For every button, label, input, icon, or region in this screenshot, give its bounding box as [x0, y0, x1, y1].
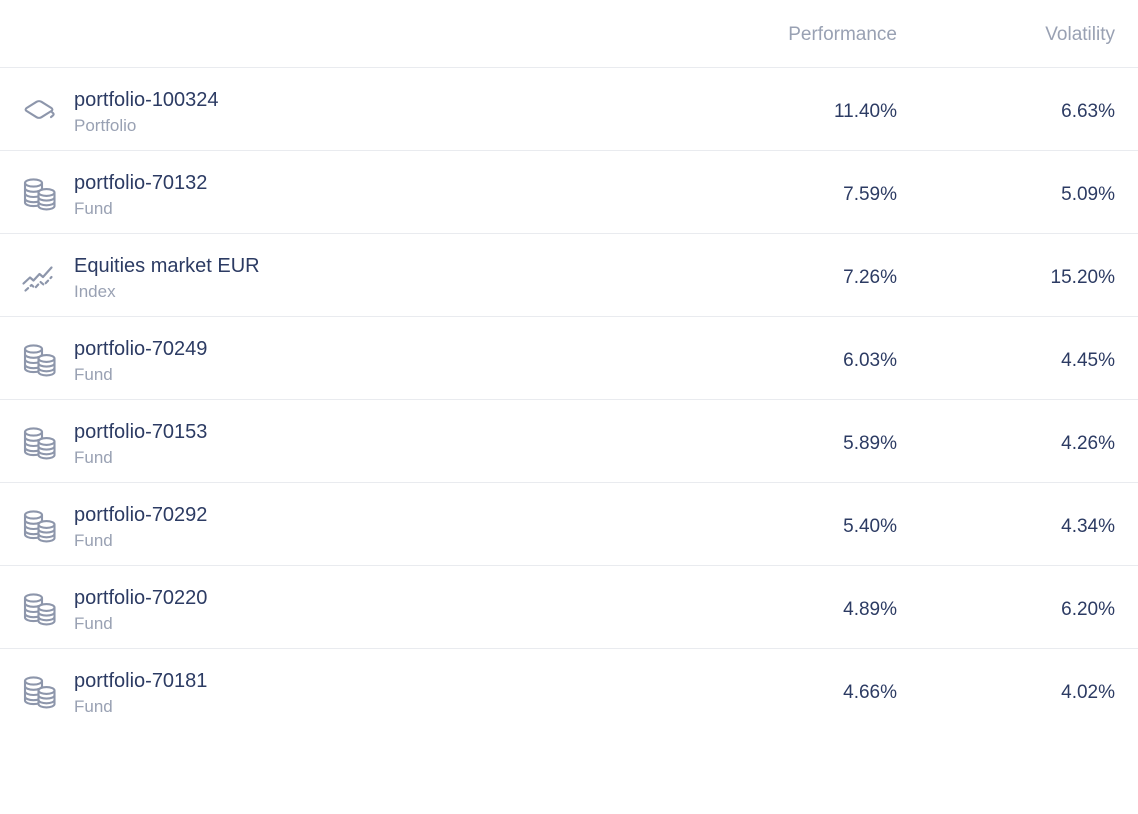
- volatility-value: 4.26%: [1061, 433, 1115, 454]
- table-row[interactable]: portfolio-70153 Fund 5.89% 4.26%: [0, 399, 1138, 482]
- table-row[interactable]: portfolio-70132 Fund 7.59% 5.09%: [0, 150, 1138, 233]
- table-header: Performance Volatility: [0, 0, 1138, 67]
- fund-coins-icon: [20, 341, 60, 381]
- instrument-type: Fund: [74, 365, 113, 384]
- table-row[interactable]: portfolio-70181 Fund 4.66% 4.02%: [0, 648, 1138, 731]
- instrument-cell: portfolio-70181 Fund: [0, 668, 657, 718]
- instrument-name: portfolio-70153: [74, 421, 208, 443]
- instrument-name: Equities market EUR: [74, 255, 260, 277]
- performance-value: 6.03%: [843, 350, 897, 371]
- fund-coins-icon: [20, 175, 60, 215]
- instrument-name: portfolio-70249: [74, 338, 208, 360]
- instrument-cell: portfolio-100324 Portfolio: [0, 87, 657, 137]
- fund-coins-icon: [20, 424, 60, 464]
- instrument-type: Fund: [74, 614, 113, 633]
- column-header-performance: Performance: [788, 23, 897, 45]
- volatility-value: 6.20%: [1061, 599, 1115, 620]
- volatility-value: 4.02%: [1061, 682, 1115, 703]
- instrument-cell: portfolio-70132 Fund: [0, 170, 657, 220]
- performance-value: 4.89%: [843, 599, 897, 620]
- volatility-value: 15.20%: [1050, 267, 1115, 288]
- fund-coins-icon: [20, 673, 60, 713]
- instrument-type: Fund: [74, 531, 113, 550]
- instrument-cell: Equities market EUR Index: [0, 253, 657, 303]
- instrument-type: Fund: [74, 199, 113, 218]
- instrument-name: portfolio-70292: [74, 504, 208, 526]
- table-row[interactable]: portfolio-70220 Fund 4.89% 6.20%: [0, 565, 1138, 648]
- performance-value: 7.59%: [843, 184, 897, 205]
- instrument-type: Portfolio: [74, 116, 137, 135]
- instrument-cell: portfolio-70153 Fund: [0, 419, 657, 469]
- volatility-value: 4.45%: [1061, 350, 1115, 371]
- table-body: portfolio-100324 Portfolio 11.40% 6.63% …: [0, 67, 1138, 731]
- column-header-volatility: Volatility: [1045, 23, 1115, 45]
- portfolio-icon: [20, 92, 60, 132]
- instrument-cell: portfolio-70249 Fund: [0, 336, 657, 386]
- volatility-value: 4.34%: [1061, 516, 1115, 537]
- instrument-type: Fund: [74, 448, 113, 467]
- performance-value: 11.40%: [833, 101, 897, 122]
- instrument-cell: portfolio-70292 Fund: [0, 502, 657, 552]
- instrument-cell: portfolio-70220 Fund: [0, 585, 657, 635]
- instrument-type: Index: [74, 282, 116, 301]
- instrument-name: portfolio-70132: [74, 172, 208, 194]
- volatility-value: 6.63%: [1061, 101, 1115, 122]
- instrument-name: portfolio-100324: [74, 89, 219, 111]
- volatility-value: 5.09%: [1061, 184, 1115, 205]
- table-row[interactable]: Equities market EUR Index 7.26% 15.20%: [0, 233, 1138, 316]
- table-row[interactable]: portfolio-70249 Fund 6.03% 4.45%: [0, 316, 1138, 399]
- fund-coins-icon: [20, 590, 60, 630]
- performance-value: 7.26%: [843, 267, 897, 288]
- instrument-type: Fund: [74, 697, 113, 716]
- instruments-table: Performance Volatility portfolio-100324 …: [0, 0, 1138, 731]
- instrument-name: portfolio-70220: [74, 587, 208, 609]
- fund-coins-icon: [20, 507, 60, 547]
- table-row[interactable]: portfolio-100324 Portfolio 11.40% 6.63%: [0, 67, 1138, 150]
- performance-value: 5.40%: [843, 516, 897, 537]
- performance-value: 5.89%: [843, 433, 897, 454]
- instrument-name: portfolio-70181: [74, 670, 208, 692]
- performance-value: 4.66%: [843, 682, 897, 703]
- index-chart-icon: [20, 258, 60, 298]
- table-row[interactable]: portfolio-70292 Fund 5.40% 4.34%: [0, 482, 1138, 565]
